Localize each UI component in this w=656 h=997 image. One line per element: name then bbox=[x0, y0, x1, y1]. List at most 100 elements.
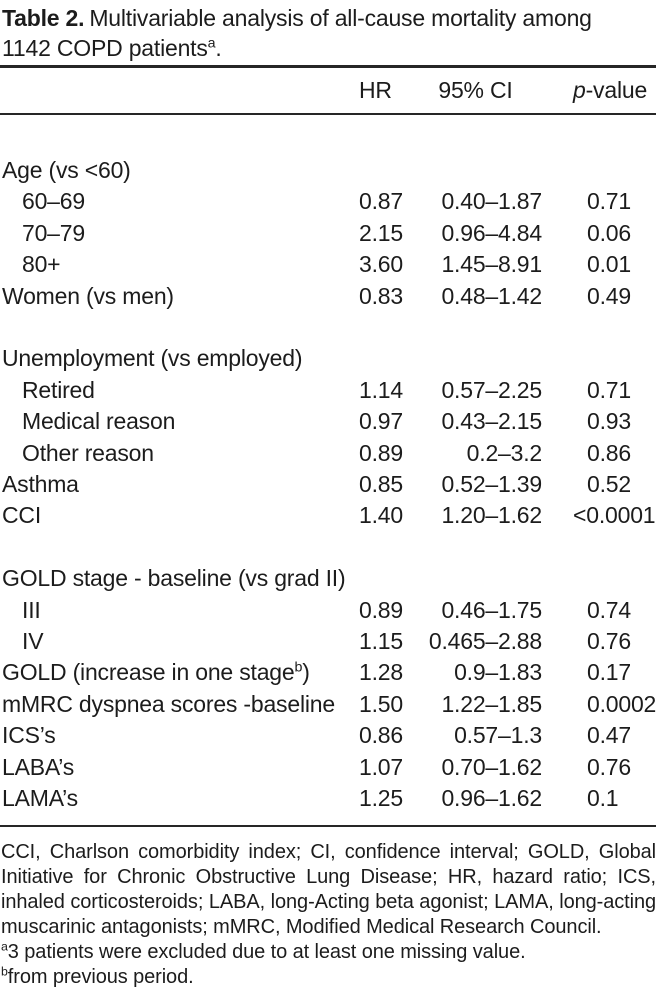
footnote-marker-b: b bbox=[294, 659, 303, 676]
table-row: 70–79 2.15 0.96–4.84 0.06 bbox=[0, 218, 656, 249]
header-row: HR 95% CI p-value bbox=[0, 68, 656, 114]
ci-value: 1.45–8.91 bbox=[441, 251, 542, 278]
row-label: 60–69 bbox=[22, 188, 85, 215]
ci-value: 0.70–1.62 bbox=[441, 753, 542, 780]
table-row: IV 1.15 0.465–2.88 0.76 bbox=[0, 626, 656, 657]
p-value bbox=[543, 343, 656, 374]
p-value: 0.93 bbox=[587, 408, 631, 435]
data-table: HR 95% CI p-value Age (vs <60) 60–69 0.87 0… bbox=[0, 68, 656, 815]
hr-value bbox=[356, 155, 408, 186]
ci-value: 0.57–1.3 bbox=[454, 722, 542, 749]
p-value: 0.17 bbox=[587, 659, 631, 686]
table-row: mMRC dyspnea scores -baseline 1.50 1.22–1.… bbox=[0, 689, 656, 720]
table-row: Women (vs men) 0.83 0.48–1.42 0.49 bbox=[0, 281, 656, 312]
spacer-row bbox=[0, 312, 656, 343]
table-body: Age (vs <60) 60–69 0.87 0.40–1.87 0.71 70–79 2… bbox=[0, 114, 656, 815]
table-row: Other reason 0.89 0.2–3.2 0.86 bbox=[0, 438, 656, 469]
row-label: 80+ bbox=[22, 251, 61, 278]
section-row: Age (vs <60) bbox=[0, 155, 656, 186]
p-value: <0.0001 bbox=[573, 502, 656, 529]
p-value: 0.1 bbox=[587, 785, 619, 812]
ci-value bbox=[408, 563, 543, 594]
row-label: mMRC dyspnea scores -baseline bbox=[2, 690, 335, 717]
table-title-text: Multivariable analysis of all-cause mort… bbox=[89, 5, 592, 31]
hr-value: 0.89 bbox=[359, 439, 403, 466]
row-label: Other reason bbox=[22, 439, 154, 466]
row-label: CCI bbox=[2, 502, 42, 529]
header-empty bbox=[0, 68, 356, 114]
table-footnotes: CCI, Charlson comorbidity index; CI, con… bbox=[0, 827, 656, 990]
ci-value bbox=[408, 343, 543, 374]
spacer-row bbox=[0, 532, 656, 563]
p-value: 0.06 bbox=[587, 219, 631, 246]
hr-value: 0.83 bbox=[359, 282, 403, 309]
hr-value: 1.50 bbox=[359, 690, 403, 717]
table-row: 80+ 3.60 1.45–8.91 0.01 bbox=[0, 249, 656, 280]
hr-value: 1.07 bbox=[359, 753, 403, 780]
table-title-line1: Table 2. Multivariable analysis of all-ca… bbox=[2, 3, 656, 33]
footnote-b-marker: b bbox=[1, 963, 8, 978]
table-row: 60–69 0.87 0.40–1.87 0.71 bbox=[0, 186, 656, 217]
ci-value: 0.43–2.15 bbox=[441, 408, 542, 435]
section-row: GOLD stage - baseline (vs grad II) bbox=[0, 563, 656, 594]
row-label: GOLD (increase in one stageb) bbox=[2, 659, 310, 686]
p-value bbox=[543, 155, 656, 186]
table-row: III 0.89 0.46–1.75 0.74 bbox=[0, 595, 656, 626]
row-label: Medical reason bbox=[22, 408, 176, 435]
footnote-marker-a: a bbox=[207, 35, 216, 52]
row-label: Asthma bbox=[2, 471, 79, 498]
p-value: 0.47 bbox=[587, 722, 631, 749]
table-row: CCI 1.40 1.20–1.62 <0.0001 bbox=[0, 500, 656, 531]
ci-value: 1.20–1.62 bbox=[441, 502, 542, 529]
ci-value: 1.22–1.85 bbox=[441, 690, 542, 717]
data-table-frame: HR 95% CI p-value Age (vs <60) 60–69 0.87 0… bbox=[0, 65, 656, 827]
ci-value: 0.57–2.25 bbox=[441, 376, 542, 403]
section-row: Unemployment (vs employed) bbox=[0, 343, 656, 374]
table-row: Asthma 0.85 0.52–1.39 0.52 bbox=[0, 469, 656, 500]
p-value: 0.0002 bbox=[587, 690, 656, 717]
hr-value: 0.97 bbox=[359, 408, 403, 435]
ci-value: 0.465–2.88 bbox=[428, 628, 542, 655]
table-row: GOLD (increase in one stageb) 1.28 0.9–1.8… bbox=[0, 657, 656, 688]
hr-value: 0.86 bbox=[359, 722, 403, 749]
row-label: Age (vs <60) bbox=[2, 157, 131, 183]
hr-value: 1.15 bbox=[359, 628, 403, 655]
row-label: Women (vs men) bbox=[2, 282, 174, 309]
footnote-a-marker: a bbox=[1, 938, 8, 953]
table-header: HR 95% CI p-value bbox=[0, 68, 656, 114]
p-value bbox=[543, 563, 656, 594]
ci-value: 0.52–1.39 bbox=[441, 471, 542, 498]
ci-value: 0.2–3.2 bbox=[466, 439, 543, 466]
hr-value: 0.89 bbox=[359, 596, 403, 623]
p-value: 0.74 bbox=[587, 596, 631, 623]
hr-value: 2.15 bbox=[359, 219, 403, 246]
ci-value: 0.96–1.62 bbox=[441, 785, 542, 812]
hr-value: 0.87 bbox=[359, 188, 403, 215]
ci-value: 0.9–1.83 bbox=[454, 659, 542, 686]
hr-value: 3.60 bbox=[359, 251, 403, 278]
hr-value bbox=[356, 343, 408, 374]
row-label: LAMA’s bbox=[2, 785, 78, 812]
table-row: LABA’s 1.07 0.70–1.62 0.76 bbox=[0, 752, 656, 783]
table-number-label: Table 2. bbox=[2, 5, 85, 31]
table-row: LAMA’s 1.25 0.96–1.62 0.1 bbox=[0, 783, 656, 814]
hr-value: 1.25 bbox=[359, 785, 403, 812]
row-label: LABA’s bbox=[2, 753, 75, 780]
p-value: 0.86 bbox=[587, 439, 631, 466]
ci-value: 0.40–1.87 bbox=[441, 188, 542, 215]
p-value: 0.49 bbox=[587, 282, 631, 309]
hr-value: 1.28 bbox=[359, 659, 403, 686]
row-label: Retired bbox=[22, 376, 95, 403]
table-row: Retired 1.14 0.57–2.25 0.71 bbox=[0, 375, 656, 406]
hr-value: 1.14 bbox=[359, 376, 403, 403]
ci-value: 0.96–4.84 bbox=[441, 219, 542, 246]
p-value: 0.52 bbox=[587, 471, 631, 498]
table-row: Medical reason 0.97 0.43–2.15 0.93 bbox=[0, 406, 656, 437]
hr-value bbox=[356, 563, 408, 594]
row-label: ICS’s bbox=[2, 722, 56, 749]
row-label: Unemployment (vs employed) bbox=[2, 345, 303, 372]
table-row: ICS’s 0.86 0.57–1.3 0.47 bbox=[0, 720, 656, 751]
top-padding-row bbox=[0, 114, 656, 155]
hr-value: 1.40 bbox=[359, 502, 403, 529]
